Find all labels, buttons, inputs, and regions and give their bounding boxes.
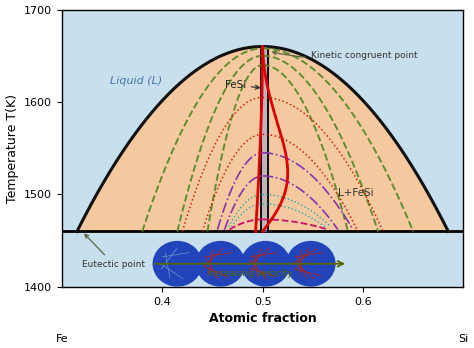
Ellipse shape (196, 242, 245, 286)
Bar (261, 47, 268, 231)
Text: Liquid (L): Liquid (L) (110, 76, 163, 86)
Ellipse shape (153, 242, 201, 286)
Text: L+FeSi: L+FeSi (338, 188, 374, 198)
Text: Kinetic congruent point: Kinetic congruent point (273, 50, 418, 60)
Polygon shape (77, 47, 448, 231)
Y-axis label: Temperature T(K): Temperature T(K) (6, 94, 18, 203)
Text: FeSi: FeSi (225, 80, 259, 90)
Ellipse shape (242, 242, 290, 286)
Ellipse shape (287, 242, 335, 286)
Text: Si: Si (458, 334, 468, 344)
Text: Increasing velocity: Increasing velocity (207, 269, 292, 278)
X-axis label: Atomic fraction: Atomic fraction (209, 312, 317, 325)
Text: Fe: Fe (55, 334, 68, 344)
Text: Eutectic point: Eutectic point (82, 235, 145, 269)
